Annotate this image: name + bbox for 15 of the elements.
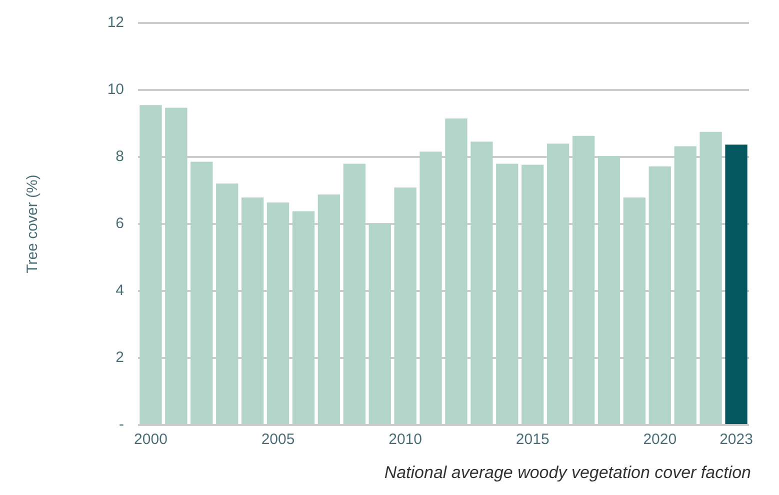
x-tick-label: 2000 <box>134 431 168 448</box>
y-tick-label: 4 <box>116 282 124 300</box>
x-tick-label: 2010 <box>388 431 422 448</box>
x-tick-label: 2005 <box>261 431 295 448</box>
text: National average woody vegetation cover faction <box>384 463 751 483</box>
y-tick-label: 8 <box>116 148 124 166</box>
x-tick-label: 2015 <box>516 431 550 448</box>
x-tick-label: 2023 <box>720 431 753 448</box>
x-tick-label: 2020 <box>643 431 677 448</box>
y-tick-label: 10 <box>107 81 124 98</box>
y-tick-label: 2 <box>116 349 124 366</box>
y-tick-label: - <box>119 416 124 434</box>
y-tick-label: 6 <box>116 215 124 232</box>
y-tick-label: 12 <box>107 14 124 32</box>
y-axis-title: Tree cover (%) <box>24 174 42 274</box>
